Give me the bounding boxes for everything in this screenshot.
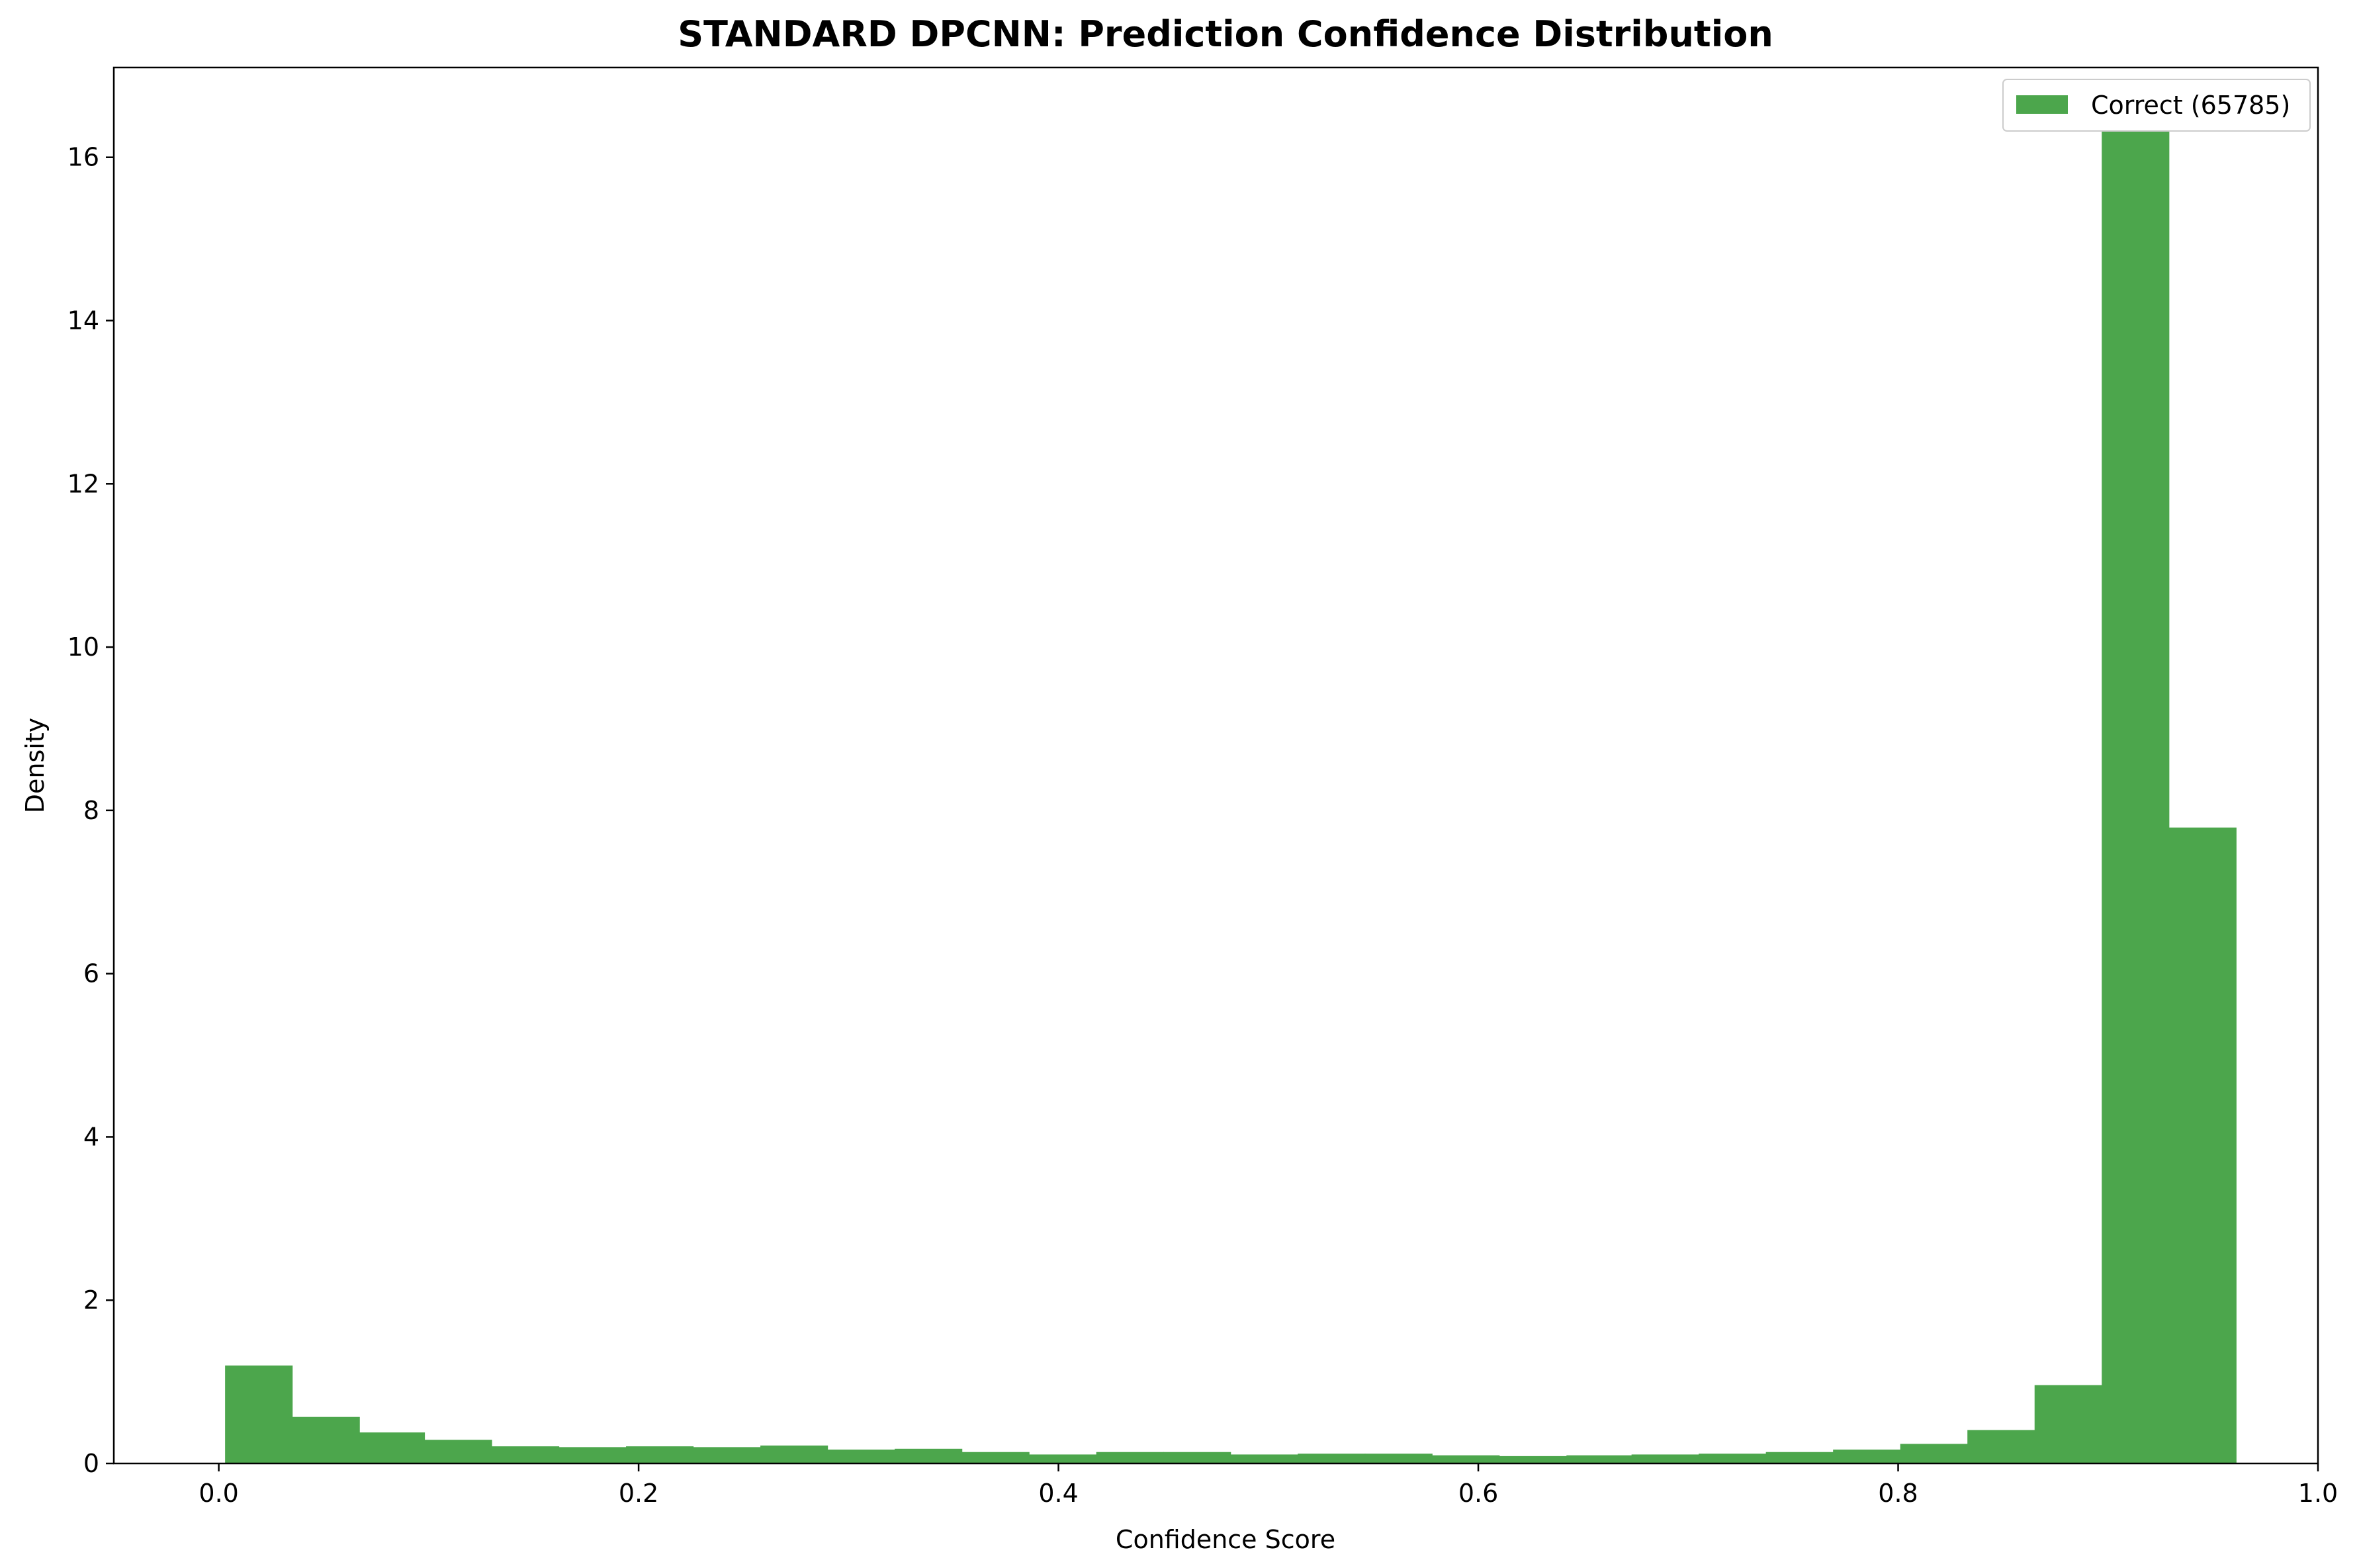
y-tick-label: 8 xyxy=(83,796,99,825)
y-tick-label: 10 xyxy=(67,632,99,662)
y-ticks-group: 0 2 4 6 8 10 12 14 16 xyxy=(67,143,114,1478)
histogram-bar xyxy=(1364,1454,1433,1463)
histogram-bar xyxy=(1900,1444,1968,1463)
y-tick-label: 4 xyxy=(83,1122,99,1151)
histogram-bar xyxy=(1163,1452,1231,1463)
legend: Correct (65785) xyxy=(2002,79,2311,132)
histogram-bar xyxy=(2168,827,2237,1463)
y-axis-label: Density xyxy=(21,718,50,813)
legend-box xyxy=(2002,79,2311,132)
bars-group xyxy=(225,128,2237,1463)
legend-label: Correct (65785) xyxy=(2091,91,2290,120)
chart-title: STANDARD DPCNN: Prediction Confidence Di… xyxy=(678,13,1773,55)
histogram-bar xyxy=(1096,1452,1164,1463)
histogram-bar xyxy=(424,1440,492,1463)
histogram-bar xyxy=(895,1448,963,1463)
x-axis-label: Confidence Score xyxy=(1116,1525,1335,1554)
histogram-bar xyxy=(492,1446,560,1463)
plot-frame xyxy=(112,66,2319,1465)
histogram-bar xyxy=(558,1447,627,1463)
y-tick-label: 16 xyxy=(67,143,99,172)
histogram-bar xyxy=(1631,1454,1699,1463)
histogram-bar xyxy=(2102,128,2170,1463)
histogram-bar xyxy=(225,1365,293,1463)
y-tick-label: 12 xyxy=(67,469,99,498)
x-tick-label: 0.4 xyxy=(1038,1479,1078,1508)
x-ticks-group: 0.0 0.2 0.4 0.6 0.8 1.0 xyxy=(199,1463,2338,1508)
x-tick-label: 0.2 xyxy=(619,1479,658,1508)
histogram-bar xyxy=(1230,1454,1298,1463)
histogram-bar xyxy=(2034,1385,2102,1463)
x-tick-label: 0.6 xyxy=(1458,1479,1498,1508)
x-tick-label: 1.0 xyxy=(2298,1479,2338,1508)
histogram-bar xyxy=(626,1446,694,1463)
histogram-bar xyxy=(1298,1454,1366,1463)
y-tick-label: 2 xyxy=(83,1285,99,1315)
histogram-bar xyxy=(693,1447,761,1463)
legend-swatch xyxy=(2016,95,2068,114)
histogram-bar xyxy=(1566,1455,1632,1463)
y-tick-label: 6 xyxy=(83,959,99,988)
histogram-bar xyxy=(760,1445,828,1463)
histogram-bar xyxy=(1699,1454,1767,1463)
histogram-bar xyxy=(1833,1450,1901,1463)
histogram-bar xyxy=(1765,1452,1834,1463)
histogram-bar xyxy=(961,1452,1030,1463)
x-tick-label: 0.0 xyxy=(199,1479,238,1508)
y-tick-label: 14 xyxy=(67,306,99,335)
x-tick-label: 0.8 xyxy=(1878,1479,1918,1508)
histogram-bar xyxy=(292,1416,360,1463)
histogram-bar xyxy=(1029,1454,1097,1463)
y-tick-label: 0 xyxy=(83,1449,99,1478)
histogram-bar xyxy=(1432,1455,1500,1463)
histogram-bar xyxy=(827,1450,895,1463)
histogram-bar xyxy=(1499,1456,1567,1463)
histogram-bar xyxy=(359,1432,425,1463)
histogram-bar xyxy=(1967,1430,2035,1463)
